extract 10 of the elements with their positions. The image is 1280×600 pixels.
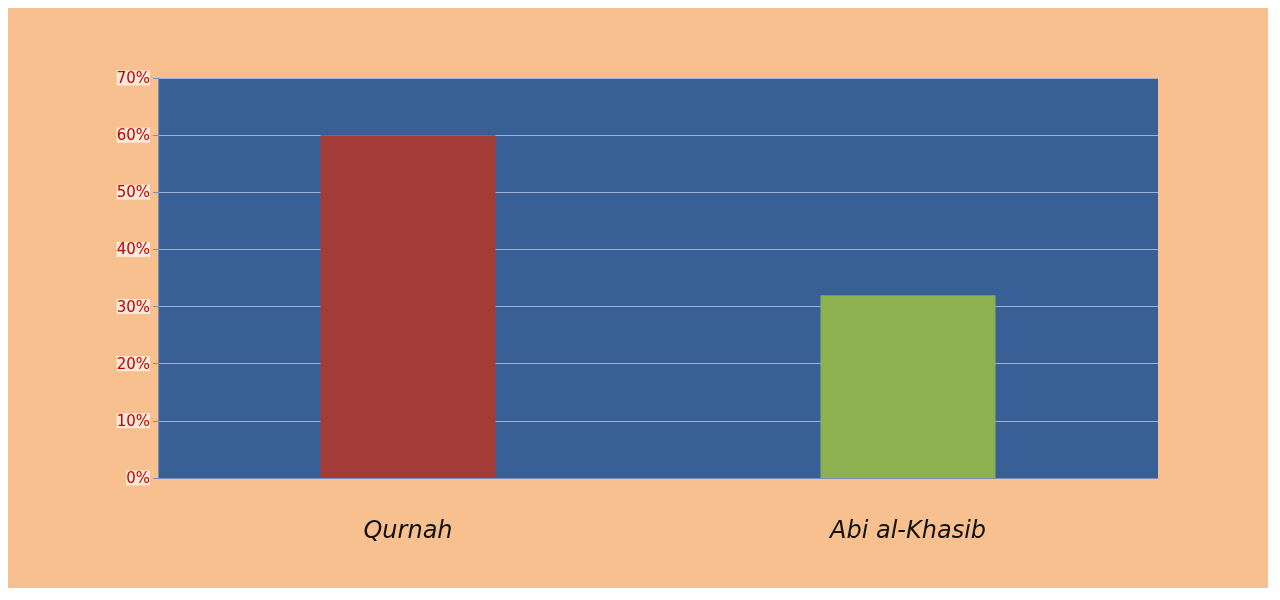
y-tick-label: 10% <box>116 411 150 430</box>
y-tick-label: 20% <box>116 354 150 373</box>
y-tick-label: 70% <box>116 69 150 87</box>
y-tick-label: 40% <box>116 240 150 259</box>
y-tick-label: 30% <box>116 297 150 316</box>
y-tick-label: 50% <box>116 183 150 202</box>
y-tick-label: 60% <box>116 126 150 145</box>
x-tick-label: Qurnah <box>363 516 453 544</box>
x-tick-label: Abi al-Khasib <box>827 516 987 544</box>
y-tick-label: 0% <box>126 469 150 487</box>
